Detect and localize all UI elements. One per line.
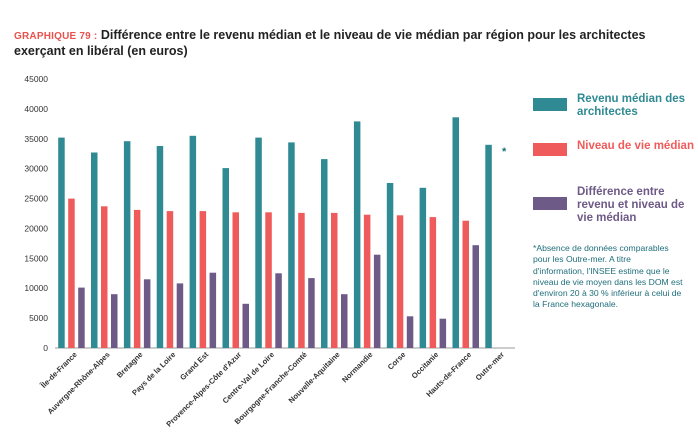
legend-swatch-niveau — [533, 143, 567, 156]
bar-difference — [275, 273, 282, 348]
bar-difference — [439, 318, 447, 348]
bar-niveau — [363, 214, 371, 348]
bar-difference — [242, 303, 249, 348]
bar-revenu — [419, 187, 427, 348]
legend-label-revenu: Revenu médian des architectes — [577, 93, 686, 118]
bar-revenu — [91, 152, 98, 348]
bar-revenu — [123, 141, 131, 348]
y-tick-label: 25000 — [24, 194, 48, 204]
y-tick-label: 40000 — [24, 104, 48, 114]
bar-difference — [176, 283, 184, 348]
bar-revenu — [452, 117, 459, 348]
bar-niveau — [396, 215, 404, 348]
bar-niveau — [199, 211, 207, 348]
legend-label-difference: Différence entre revenu et niveau de vie… — [577, 186, 685, 224]
legend-swatch-difference — [533, 197, 567, 210]
bar-niveau — [265, 212, 272, 348]
footnote: *Absence de données comparables pour les… — [533, 243, 683, 310]
chart-title-text: Différence entre le revenu médian et le … — [14, 28, 646, 58]
bar-revenu — [189, 135, 197, 348]
bar-revenu — [321, 159, 328, 348]
x-tick-label: Bretagne — [115, 350, 145, 380]
bar-niveau — [133, 209, 141, 348]
bar-revenu — [255, 137, 262, 348]
legend-item-revenu: Revenu médian des architectes — [533, 93, 693, 143]
y-tick-label: 5000 — [29, 313, 48, 323]
bar-revenu — [156, 146, 164, 348]
legend-item-difference: Différence entre revenu et niveau de vie… — [533, 186, 693, 236]
y-tick-label: 20000 — [24, 223, 48, 233]
bar-difference — [373, 254, 381, 348]
bar-niveau — [68, 198, 75, 348]
x-tick-label: Outre-mer — [474, 350, 506, 382]
bar-difference — [209, 272, 217, 348]
bar-niveau — [232, 212, 239, 348]
legend-swatch-revenu — [533, 98, 567, 111]
bar-revenu — [485, 144, 492, 348]
y-tick-label: 45000 — [24, 74, 48, 84]
bar-niveau — [101, 206, 108, 348]
y-tick-label: 30000 — [24, 164, 48, 174]
bar-revenu — [222, 168, 229, 348]
outre-mer-footnote-marker: * — [502, 146, 507, 158]
bar-revenu — [288, 142, 295, 348]
bar-difference — [472, 245, 479, 348]
bar-revenu — [58, 137, 65, 348]
y-tick-label: 15000 — [24, 253, 48, 263]
x-tick-label: Occitanie — [410, 350, 441, 381]
legend-label-niveau: Niveau de vie médian — [577, 140, 694, 152]
y-tick-label: 35000 — [24, 134, 48, 144]
bar-niveau — [298, 212, 305, 348]
bar-niveau — [331, 212, 338, 348]
x-tick-label: Normandie — [340, 350, 374, 384]
bar-difference — [78, 287, 85, 348]
bar-revenu — [386, 183, 394, 348]
bar-difference — [406, 316, 414, 348]
bar-difference — [341, 294, 348, 348]
x-tick-label: Auvergne-Rhône-Alpes — [46, 350, 112, 416]
bar-difference — [308, 278, 315, 348]
bar-niveau — [462, 220, 469, 348]
bar-difference — [111, 294, 118, 348]
y-tick-label: 0 — [43, 343, 48, 353]
bar-niveau — [166, 211, 174, 348]
bar-niveau — [429, 217, 437, 348]
bar-difference — [143, 279, 151, 348]
chart-title: GRAPHIQUE 79 : Différence entre le reven… — [14, 28, 684, 59]
legend-item-niveau: Niveau de vie médian — [533, 140, 694, 190]
x-tick-label: Corse — [386, 350, 408, 372]
x-tick-label: Grand Est — [178, 350, 210, 382]
y-tick-label: 10000 — [24, 283, 48, 293]
chart-title-prefix: GRAPHIQUE 79 : — [14, 31, 98, 42]
bar-revenu — [353, 121, 361, 349]
